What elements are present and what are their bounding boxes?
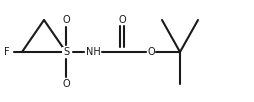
Text: S: S [63,47,69,57]
Text: F: F [4,47,10,57]
Text: O: O [147,47,155,57]
Text: O: O [118,15,126,25]
Text: NH: NH [86,47,100,57]
Text: O: O [62,79,70,89]
Text: O: O [62,15,70,25]
